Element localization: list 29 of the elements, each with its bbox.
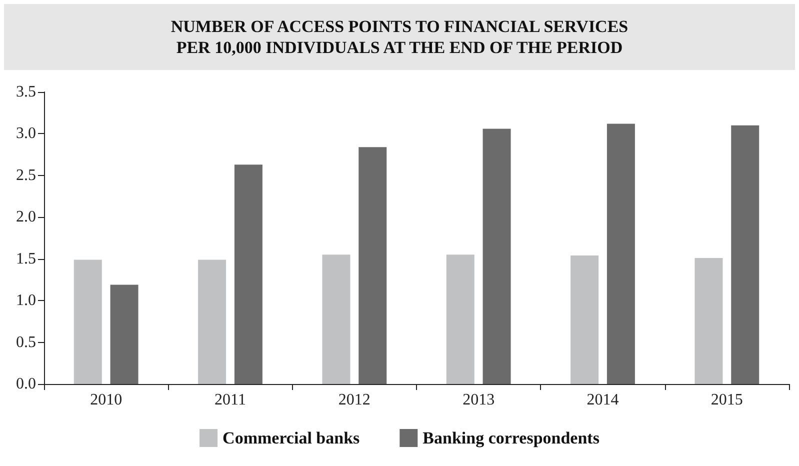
bar [198, 260, 226, 384]
y-tick-label: 0.5 [16, 334, 36, 351]
bar [234, 164, 262, 384]
bar [446, 254, 474, 384]
x-tick-label: 2014 [586, 392, 619, 408]
y-tick-label: 1.0 [16, 292, 36, 310]
bar [570, 256, 599, 384]
bar [322, 254, 350, 384]
x-tick-label: 2011 [214, 392, 246, 408]
bar [74, 260, 102, 384]
bar [694, 258, 723, 384]
bar [358, 147, 387, 384]
bar [482, 128, 511, 384]
chart-title: NUMBER OF ACCESS POINTS TO FINANCIAL SERVICES PER 10,000 INDIVIDUALS AT THE END OF THE PERIOD [4, 4, 795, 70]
y-tick-label: 2.0 [16, 208, 36, 226]
y-tick-label: 3.5 [16, 84, 36, 100]
y-tick-label: 0.0 [16, 376, 36, 392]
y-tick-label: 3.0 [16, 125, 36, 142]
bar [731, 125, 760, 384]
legend-label: Banking correspondents [422, 428, 600, 448]
x-tick-label: 2015 [710, 392, 743, 408]
x-tick-label: 2010 [90, 392, 122, 408]
y-tick-label: 2.5 [16, 166, 36, 184]
bar [606, 124, 635, 384]
x-tick-label: 2012 [338, 392, 370, 408]
legend-label: Commercial banks [222, 428, 360, 448]
bar [110, 284, 138, 384]
x-tick-label: 2013 [462, 392, 495, 408]
y-tick-label: 1.5 [16, 250, 36, 268]
